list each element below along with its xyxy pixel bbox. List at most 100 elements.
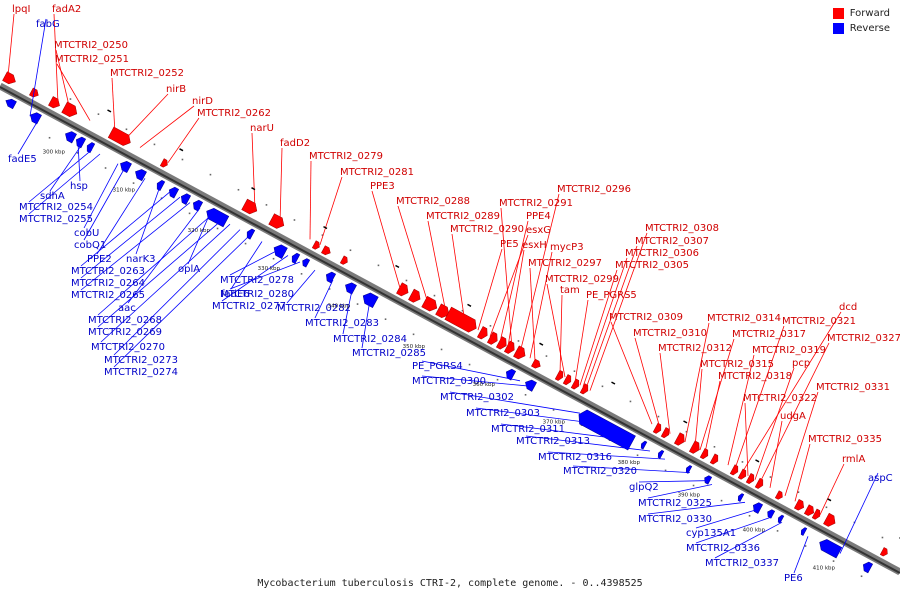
forward-gene	[321, 246, 332, 257]
dot-lower	[434, 295, 436, 297]
reverse-gene	[301, 257, 310, 267]
dot-upper	[385, 318, 387, 320]
tick-mark	[324, 227, 328, 229]
forward-gene-label-mtctri2-0291: MTCTRI2_0291	[499, 198, 573, 209]
forward-gene	[3, 72, 18, 87]
forward-gene-label-ppe4: PPE4	[526, 211, 551, 222]
reverse-gene-label-mtctri2-0280: MTCTRI2_0280	[220, 289, 294, 300]
reverse-gene-label-mtctri2-0316: MTCTRI2_0316	[538, 452, 612, 463]
forward-gene	[653, 423, 663, 435]
reverse-gene	[800, 527, 807, 536]
dot-upper	[637, 454, 639, 456]
dot-upper	[357, 303, 359, 305]
tick-label: 320 kbp	[188, 228, 211, 234]
forward-leader-line	[310, 161, 311, 239]
legend-forward: Forward	[833, 8, 890, 19]
forward-gene-label-mtctri2-0299: MTCTRI2_0299	[545, 274, 619, 285]
reverse-gene	[737, 493, 744, 502]
forward-leader-line	[575, 300, 588, 383]
forward-gene-label-mtctri2-0315: MTCTRI2_0315	[700, 359, 774, 370]
reverse-gene-label-mtctri2-0283: MTCTRI2_0283	[305, 318, 379, 329]
reverse-gene-label-mtctri2-0255: MTCTRI2_0255	[19, 214, 93, 225]
forward-swatch	[833, 8, 844, 19]
tick-label: 300 kbp	[43, 150, 66, 156]
forward-gene	[580, 384, 590, 396]
forward-leader-line	[112, 78, 115, 134]
dot-upper	[777, 530, 779, 532]
forward-gene-label-mtctri2-0297: MTCTRI2_0297	[528, 258, 602, 269]
forward-gene-label-naru: narU	[250, 123, 274, 134]
reverse-leader-line	[136, 186, 160, 254]
dot-lower	[490, 325, 492, 327]
forward-gene-label-rmla: rmlA	[842, 454, 865, 465]
forward-gene	[29, 88, 40, 99]
reverse-gene	[751, 501, 763, 514]
forward-gene-label-lpqi: lpqI	[12, 4, 30, 15]
forward-leader-line	[125, 94, 168, 140]
forward-gene-label-mtctri2-0252: MTCTRI2_0252	[110, 68, 184, 79]
forward-leader-line	[695, 369, 702, 447]
reverse-gene	[766, 508, 775, 518]
dot-lower	[266, 204, 268, 206]
tick-mark	[756, 460, 760, 462]
dot-lower	[238, 189, 240, 191]
reverse-gene-label-nark3: narK3	[126, 254, 156, 265]
reverse-gene-label-mtctri2-0264: MTCTRI2_0264	[71, 278, 145, 289]
forward-gene	[755, 478, 765, 490]
dot-lower	[182, 159, 184, 161]
forward-gene-label-mtctri2-0318: MTCTRI2_0318	[718, 371, 792, 382]
dot-lower	[154, 144, 156, 146]
dot-upper	[245, 243, 247, 245]
reverse-gene	[523, 378, 537, 392]
dot-upper	[105, 167, 107, 169]
forward-gene-label-mtctri2-0250: MTCTRI2_0250	[54, 40, 128, 51]
forward-gene	[823, 513, 838, 528]
forward-leader-line	[8, 14, 14, 76]
forward-gene	[794, 499, 806, 512]
reverse-gene-label-mtctri2-0270: MTCTRI2_0270	[91, 342, 165, 353]
forward-leader-line	[660, 353, 670, 434]
forward-gene-label-mtctri2-0317: MTCTRI2_0317	[732, 329, 806, 340]
forward-gene	[48, 97, 62, 111]
dot-upper	[469, 364, 471, 366]
dot-lower	[350, 249, 352, 251]
reverse-swatch	[833, 23, 844, 34]
dot-upper	[861, 575, 863, 577]
dot-lower	[98, 113, 100, 115]
dot-upper	[525, 394, 527, 396]
forward-gene-label-nird: nirD	[192, 96, 213, 107]
dot-lower	[546, 355, 548, 357]
forward-gene-label-esxg: esxG	[526, 225, 551, 236]
forward-gene	[775, 491, 784, 501]
dot-lower	[882, 537, 884, 539]
forward-gene-label-mycp3: mycP3	[550, 242, 584, 253]
forward-leader-line	[168, 118, 199, 163]
forward-gene-label-mtctri2-0296: MTCTRI2_0296	[557, 184, 631, 195]
dot-lower	[378, 265, 380, 267]
forward-gene	[160, 159, 169, 169]
forward-gene	[571, 379, 581, 391]
forward-leader-line	[478, 249, 502, 330]
reverse-gene-label-mtctri2-0303: MTCTRI2_0303	[466, 408, 540, 419]
reverse-gene	[63, 129, 77, 143]
dot-lower	[294, 219, 296, 221]
forward-gene-label-tam: tam	[560, 285, 580, 296]
genome-caption: Mycobacterium tuberculosis CTRI-2, compl…	[0, 578, 900, 589]
forward-gene-label-esxh: esxH	[522, 240, 547, 251]
forward-leader-line	[320, 177, 342, 245]
reverse-leader-line	[840, 473, 878, 554]
forward-gene-label-mtctri2-0321: MTCTRI2_0321	[782, 316, 856, 327]
reverse-gene-label-opla: oplA	[178, 264, 200, 275]
reverse-gene-label-aac: aac	[118, 303, 136, 314]
forward-gene-label-mtctri2-0306: MTCTRI2_0306	[625, 248, 699, 259]
reverse-gene-label-cobq1: cobQ1	[74, 240, 106, 251]
tick-label: 400 kbp	[743, 528, 766, 534]
forward-gene-label-mtctri2-0327: MTCTRI2_0327	[827, 333, 900, 344]
forward-leader-line	[280, 148, 282, 223]
forward-gene-label-ppe3: PPE3	[370, 181, 395, 192]
reverse-gene	[271, 242, 287, 258]
forward-gene-label-mtctri2-0289: MTCTRI2_0289	[426, 211, 500, 222]
reverse-gene-label-mtctri2-0320: MTCTRI2_0320	[563, 466, 637, 477]
reverse-gene-label-sdha: sdhA	[40, 191, 65, 202]
